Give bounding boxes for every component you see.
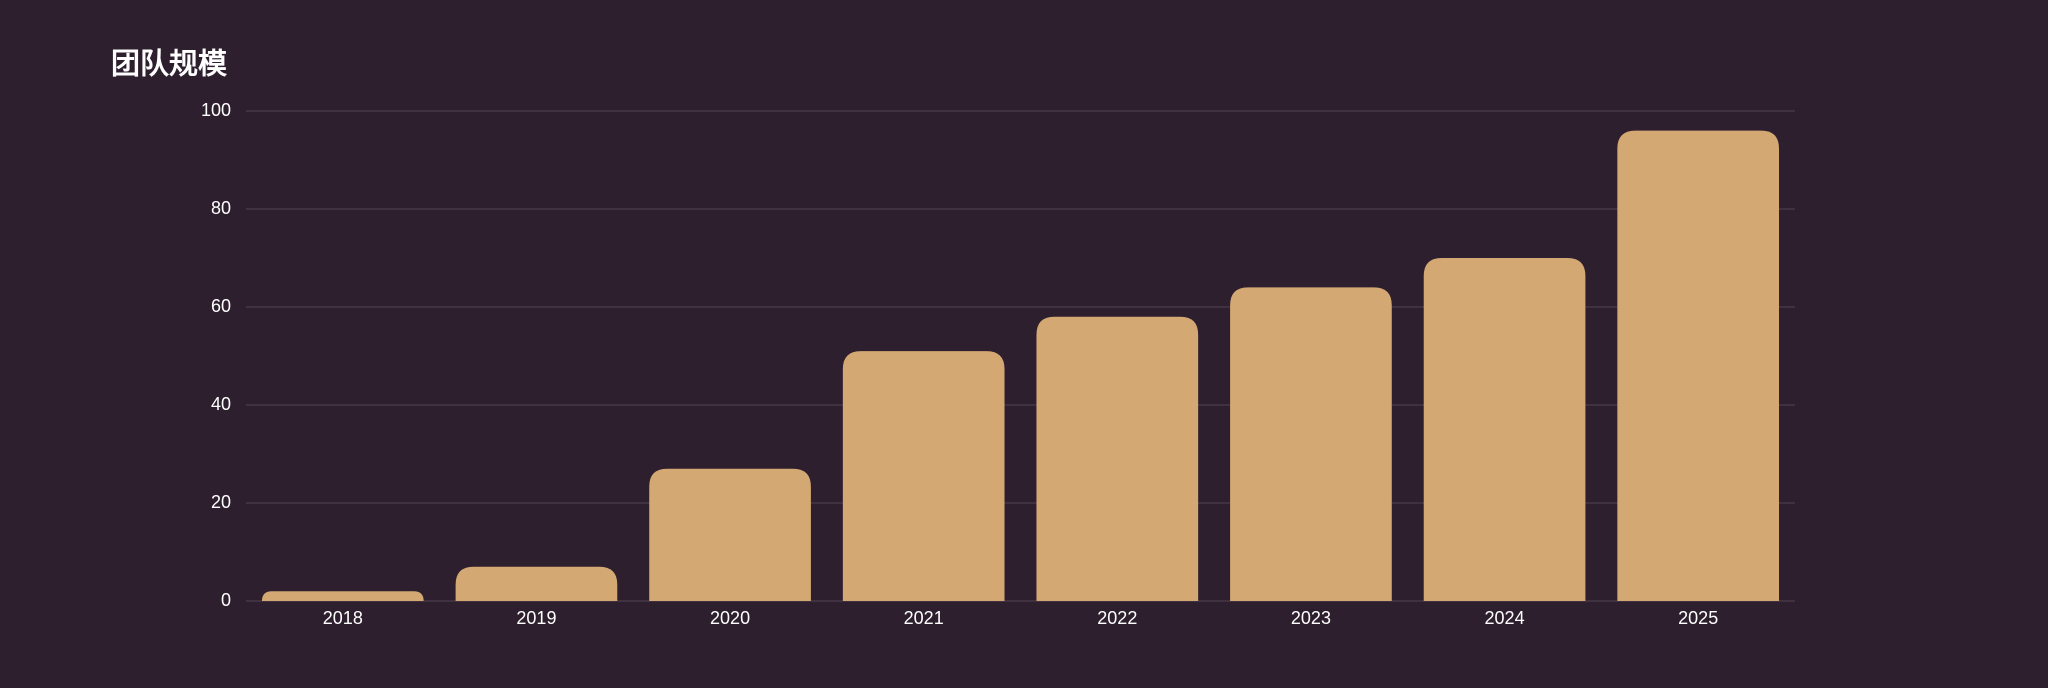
y-tick-label: 0 <box>221 590 231 610</box>
x-tick-label: 2018 <box>323 608 363 628</box>
x-tick-label: 2025 <box>1678 608 1718 628</box>
y-tick-label: 20 <box>211 492 231 512</box>
y-tick-label: 60 <box>211 296 231 316</box>
bar <box>1230 287 1392 601</box>
bar <box>261 591 424 601</box>
bar <box>1423 258 1586 601</box>
x-tick-label: 2023 <box>1291 608 1331 628</box>
y-tick-label: 100 <box>201 100 231 120</box>
bar <box>649 468 811 601</box>
chart-title: 团队规模 <box>111 48 228 81</box>
x-tick-label: 2024 <box>1485 608 1525 628</box>
bar <box>1036 316 1199 601</box>
y-tick-label: 80 <box>211 198 231 218</box>
bar <box>1617 130 1780 601</box>
x-tick-label: 2020 <box>710 608 750 628</box>
bar <box>842 351 1005 601</box>
x-tick-label: 2021 <box>904 608 944 628</box>
x-tick-label: 2022 <box>1097 608 1137 628</box>
y-tick-label: 40 <box>211 394 231 414</box>
x-tick-label: 2019 <box>516 608 556 628</box>
bar <box>455 566 618 601</box>
